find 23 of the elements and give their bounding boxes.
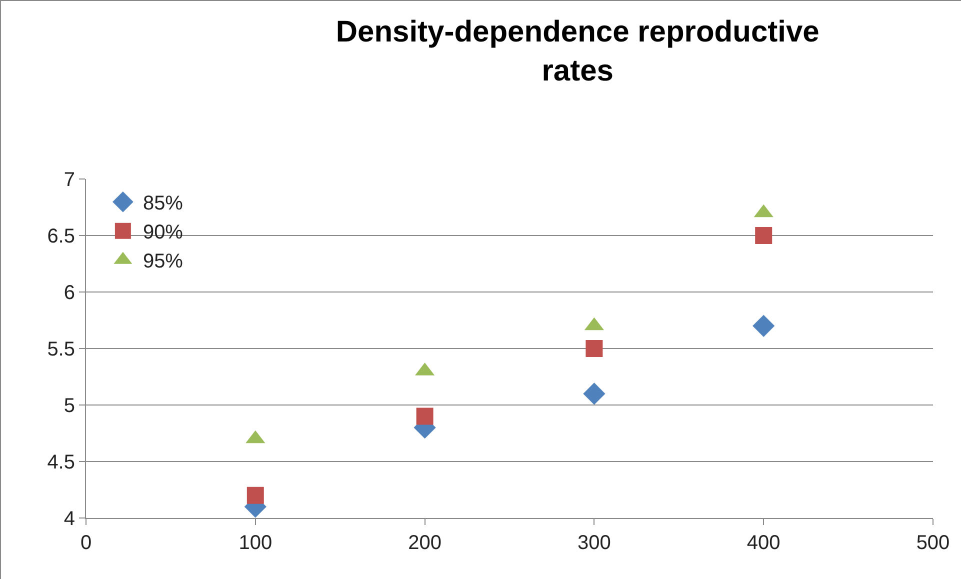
x-tick-label: 300 (578, 532, 611, 554)
legend-label: 90% (142, 222, 184, 244)
y-tick-label: 5 (64, 395, 75, 417)
point (755, 227, 772, 244)
y-tick-label: 7 (64, 169, 75, 191)
chart-title: Density-dependence reproductive rates (336, 16, 820, 88)
x-tick-label: 500 (916, 532, 950, 554)
y-tick-label: 4 (64, 508, 75, 530)
x-tick-label: 200 (408, 532, 442, 554)
y-tick-label: 6.5 (47, 226, 75, 248)
legend-label: 85% (142, 192, 184, 215)
point (752, 314, 775, 337)
x-tick-label: 0 (80, 532, 92, 554)
x-tick-label: 400 (746, 532, 780, 554)
point (246, 486, 264, 504)
legend-label: 95% (142, 250, 184, 273)
y-tick-label: 5.5 (47, 338, 75, 360)
y-tick-label: 4.5 (47, 452, 75, 474)
point (583, 382, 606, 405)
point (586, 340, 603, 357)
y-tick-label: 6 (64, 282, 75, 304)
x-tick-label: 100 (238, 532, 272, 554)
point (416, 408, 434, 425)
